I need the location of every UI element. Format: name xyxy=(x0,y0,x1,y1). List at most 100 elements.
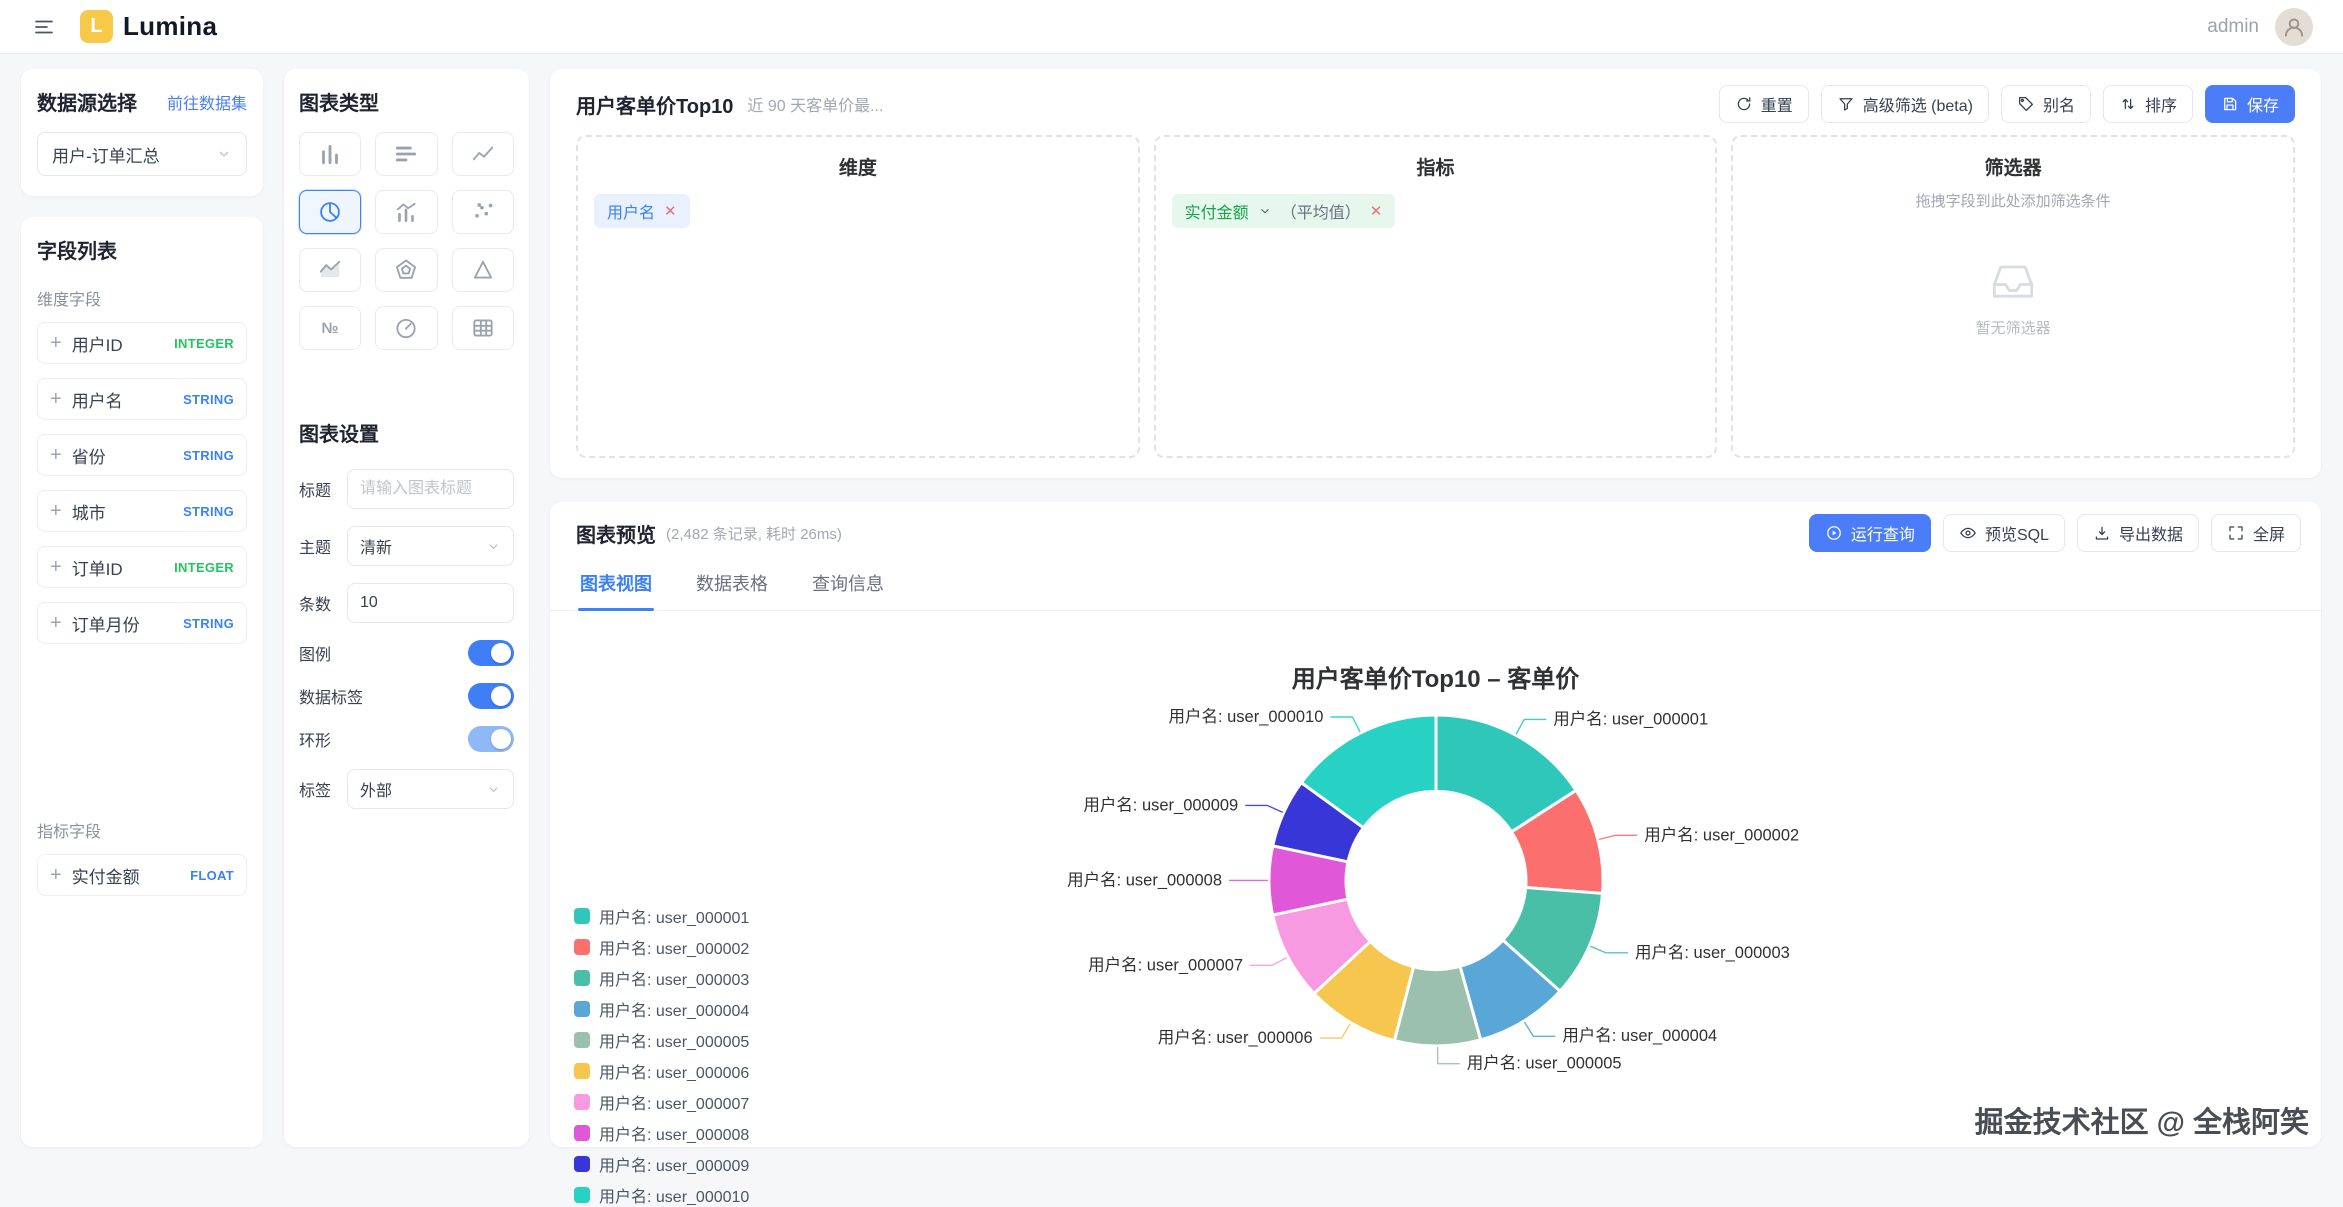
field-item-user-id[interactable]: + 用户ID INTEGER xyxy=(37,322,247,364)
legend-label: 用户名: user_000001 xyxy=(599,910,750,927)
number-card-icon xyxy=(317,315,343,341)
field-name: 城市 xyxy=(71,503,106,523)
donut-toggle[interactable] xyxy=(468,726,514,752)
filter-drop-zone[interactable]: 筛选器 拖拽字段到此处添加筛选条件 暂无筛选器 xyxy=(1731,135,2296,458)
dataset-select[interactable]: 用户-订单汇总 xyxy=(37,132,247,176)
table-icon xyxy=(470,315,496,341)
data-label-toggle[interactable] xyxy=(468,683,514,709)
pie-label-line xyxy=(1515,718,1547,735)
legend-swatch xyxy=(574,939,590,955)
sort-icon xyxy=(2119,95,2137,113)
tab-chart-view[interactable]: 图表视图 xyxy=(578,560,654,611)
pie-slice[interactable] xyxy=(1299,713,1438,830)
run-query-button[interactable]: 运行查询 xyxy=(1808,514,1931,552)
pie-label-line xyxy=(1245,804,1284,813)
plus-icon: + xyxy=(50,864,62,886)
chart-title-input[interactable] xyxy=(347,469,514,509)
sidebar-toggle-button[interactable] xyxy=(30,13,58,41)
field-name: 省份 xyxy=(71,447,106,467)
chart-type-panel-title: 图表类型 xyxy=(299,93,379,115)
pie-label: 用户名: user_000007 xyxy=(1088,956,1243,974)
legend-item[interactable]: 用户名: user_000006 xyxy=(574,1059,749,1083)
field-item-city[interactable]: + 城市 STRING xyxy=(37,490,247,532)
legend-item[interactable]: 用户名: user_000001 xyxy=(574,904,749,928)
field-item-province[interactable]: + 省份 STRING xyxy=(37,434,247,476)
close-icon[interactable]: ✕ xyxy=(664,203,677,220)
chart-legend: 用户名: user_000001 用户名: user_000002 用户名: use… xyxy=(574,904,749,1207)
field-item-order-id[interactable]: + 订单ID INTEGER xyxy=(37,546,247,588)
field-name: 用户ID xyxy=(71,335,123,355)
chart-type-button-bar[interactable] xyxy=(299,132,362,176)
legend-label: 用户名: user_000010 xyxy=(599,1189,750,1206)
chart-type-button-pie[interactable] xyxy=(299,190,362,234)
chevron-down-icon[interactable] xyxy=(1258,204,1272,218)
pie-chart-icon xyxy=(317,199,343,225)
legend-item[interactable]: 用户名: user_000005 xyxy=(574,1028,749,1052)
field-type-badge: INTEGER xyxy=(174,559,234,575)
legend-toggle[interactable] xyxy=(468,640,514,666)
legend-item[interactable]: 用户名: user_000009 xyxy=(574,1152,749,1176)
tab-query-info[interactable]: 查询信息 xyxy=(812,574,884,594)
legend-toggle-label: 图例 xyxy=(299,647,332,664)
theme-field-label: 主题 xyxy=(299,540,332,557)
avatar[interactable] xyxy=(2275,7,2313,46)
metric-drop-zone[interactable]: 指标 实付金额 （平均值） ✕ xyxy=(1153,135,1718,458)
reset-button[interactable]: 重置 xyxy=(1718,85,1809,123)
app-logo[interactable]: L Lumina xyxy=(80,10,217,43)
chart-type-button-number[interactable] xyxy=(299,306,362,350)
legend-item[interactable]: 用户名: user_000008 xyxy=(574,1121,749,1145)
pie-label: 用户名: user_000009 xyxy=(1083,796,1238,814)
chart-type-button-funnel[interactable] xyxy=(451,248,514,292)
theme-select[interactable]: 清新 xyxy=(347,526,514,566)
label-position-select[interactable]: 外部 xyxy=(347,769,514,809)
field-item-order-month[interactable]: + 订单月份 STRING xyxy=(37,602,247,644)
main-content: 数据源选择 前往数据集 用户-订单汇总 字段列表 维度字段 + 用户ID INT… xyxy=(0,54,2343,1206)
preview-actions: 运行查询 预览SQL 导出数据 全屏 xyxy=(1808,514,2301,552)
close-icon[interactable]: ✕ xyxy=(1369,203,1383,220)
dimension-zone-title: 维度 xyxy=(838,158,877,179)
preview-sql-button[interactable]: 预览SQL xyxy=(1942,514,2065,552)
fullscreen-button[interactable]: 全屏 xyxy=(2210,514,2301,552)
pie-label-line xyxy=(1598,834,1638,841)
pie-label: 用户名: user_000002 xyxy=(1644,826,1799,844)
pie-label-line xyxy=(1250,956,1288,967)
chart-type-button-gauge[interactable] xyxy=(375,306,438,350)
metric-chip[interactable]: 实付金额 （平均值） ✕ xyxy=(1171,194,1396,228)
legend-label: 用户名: user_000008 xyxy=(599,1127,750,1144)
legend-item[interactable]: 用户名: user_000004 xyxy=(574,997,749,1021)
tab-data-table[interactable]: 数据表格 xyxy=(696,574,768,594)
field-item-user-name[interactable]: + 用户名 STRING xyxy=(37,378,247,420)
save-button[interactable]: 保存 xyxy=(2204,85,2295,123)
horizontal-bar-icon xyxy=(393,141,419,167)
preview-title: 图表预览 xyxy=(576,524,656,547)
chart-settings-title: 图表设置 xyxy=(299,424,379,446)
sort-button[interactable]: 排序 xyxy=(2102,85,2193,123)
inbox-icon xyxy=(1985,253,2041,309)
chart-type-button-table[interactable] xyxy=(451,306,514,350)
chart-type-button-hbar[interactable] xyxy=(375,132,438,176)
save-icon xyxy=(2221,95,2239,113)
chart-type-panel: 图表类型 图表设置 标题 xyxy=(284,69,529,1147)
legend-item[interactable]: 用户名: user_000002 xyxy=(574,935,749,959)
export-data-button[interactable]: 导出数据 xyxy=(2076,514,2199,552)
field-item-paid-amount[interactable]: + 实付金额 FLOAT xyxy=(37,854,247,896)
chart-type-button-radar[interactable] xyxy=(375,248,438,292)
legend-item[interactable]: 用户名: user_000007 xyxy=(574,1090,749,1114)
limit-input[interactable] xyxy=(347,583,514,623)
pie-label-line xyxy=(1436,1046,1460,1065)
chart-type-button-line[interactable] xyxy=(451,132,514,176)
plus-icon: + xyxy=(50,556,62,578)
advanced-filter-button[interactable]: 高级筛选 (beta) xyxy=(1820,85,1989,123)
legend-item[interactable]: 用户名: user_000003 xyxy=(574,966,749,990)
area-chart-icon xyxy=(317,257,343,283)
dimension-chip[interactable]: 用户名 ✕ xyxy=(594,194,690,228)
chart-type-button-combo[interactable] xyxy=(375,190,438,234)
dimension-drop-zone[interactable]: 维度 用户名 ✕ xyxy=(576,135,1140,458)
alias-button[interactable]: 别名 xyxy=(2000,85,2091,123)
chart-type-button-scatter[interactable] xyxy=(451,190,514,234)
legend-item[interactable]: 用户名: user_000010 xyxy=(574,1183,749,1207)
chart-type-button-area[interactable] xyxy=(299,248,362,292)
pie-label: 用户名: user_000005 xyxy=(1467,1055,1622,1073)
goto-dataset-link[interactable]: 前往数据集 xyxy=(166,95,247,113)
username-label: admin xyxy=(2207,15,2259,37)
